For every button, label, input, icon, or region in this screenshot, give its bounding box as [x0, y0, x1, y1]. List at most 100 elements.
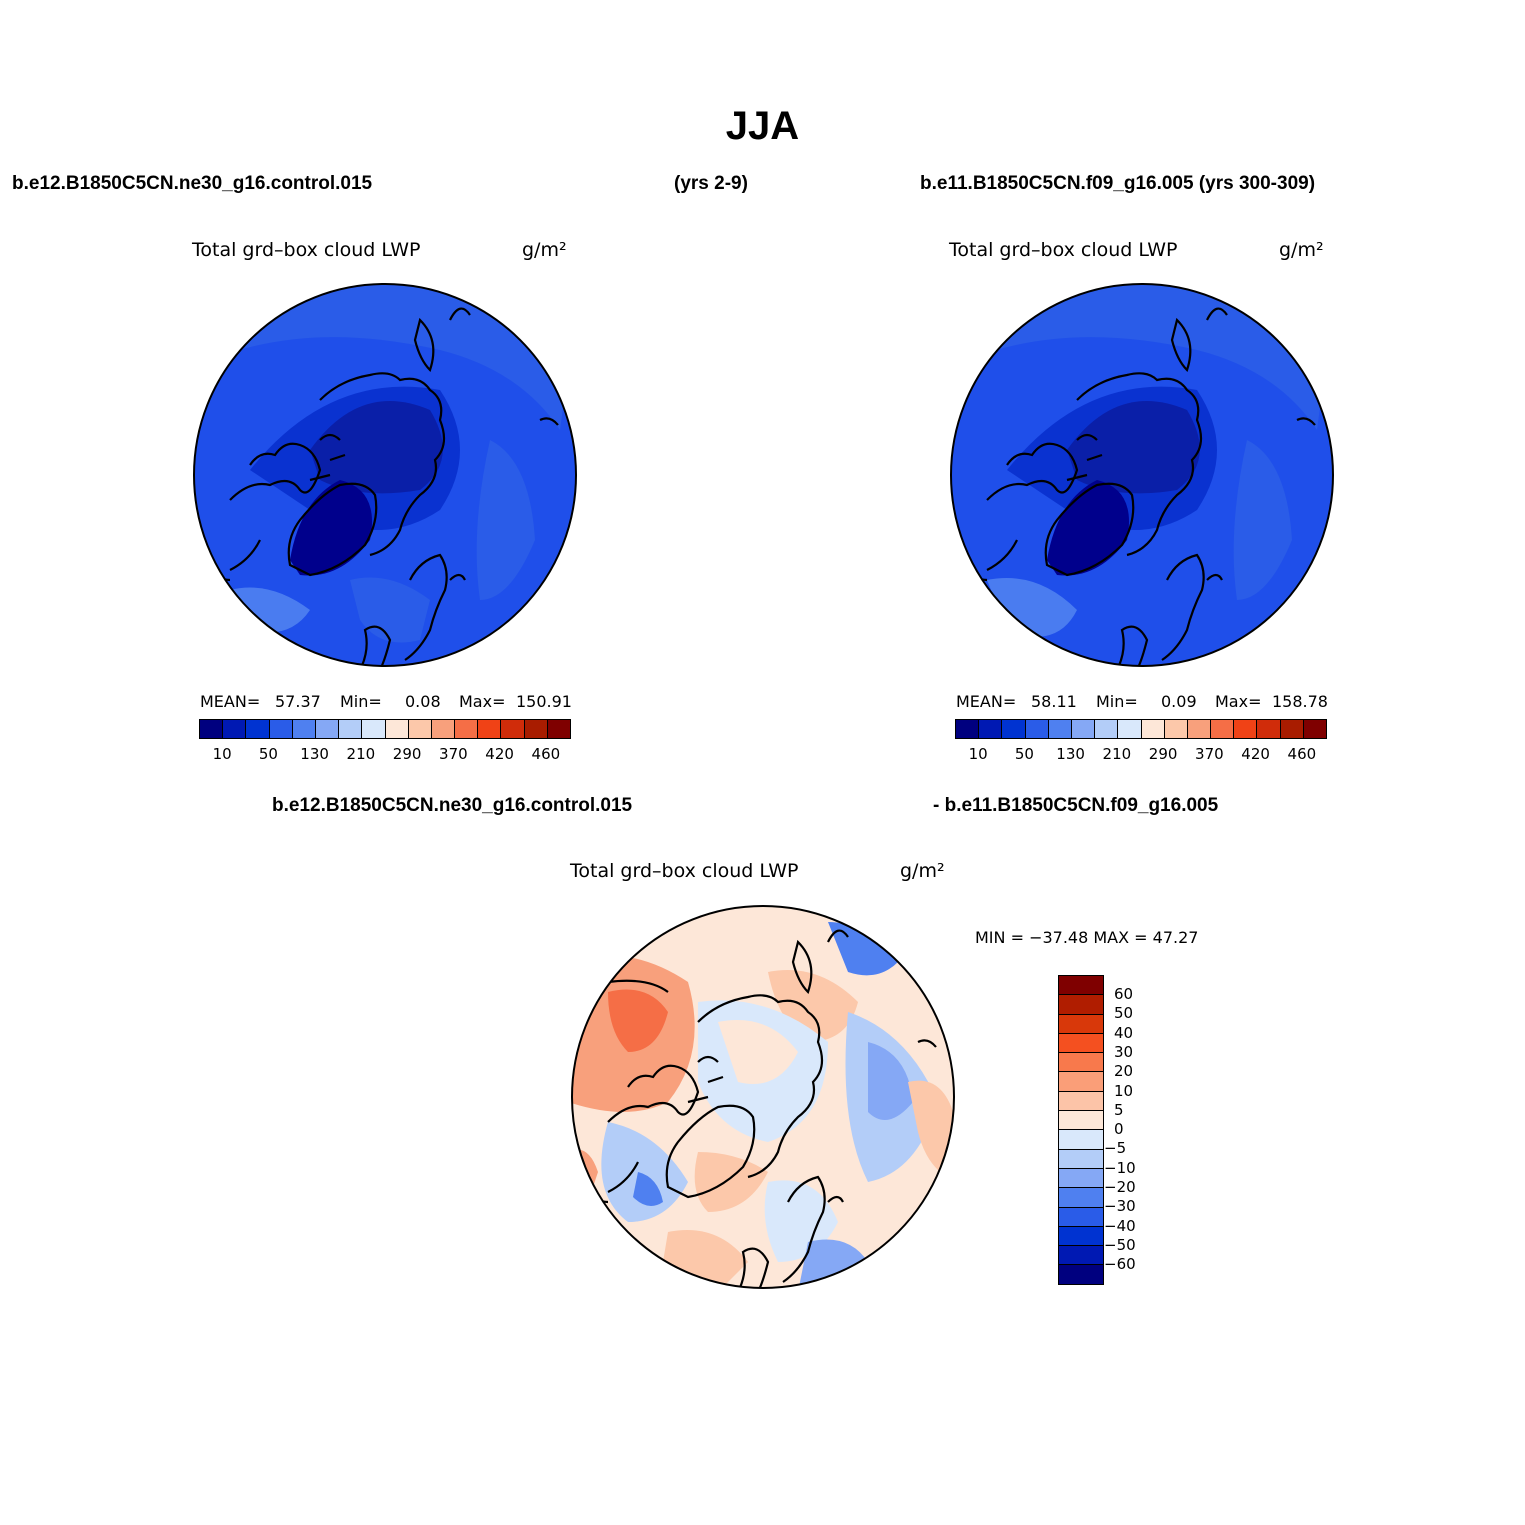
colorbar-swatch — [1141, 720, 1165, 738]
colorbar-swatch — [1025, 720, 1049, 738]
colorbar-swatch — [1187, 720, 1212, 738]
panel2-units-label: g/m² — [1279, 239, 1324, 261]
colorbar-swatch — [956, 720, 980, 738]
diff-case1-name: b.e12.B1850C5CN.ne30_g16.control.015 — [272, 795, 633, 816]
colorbar-tick-label: 130 — [1056, 745, 1085, 763]
colorbar-swatch — [1059, 1168, 1103, 1189]
diff-min-max-label: MIN = −37.48 MAX = 47.27 — [975, 928, 1199, 947]
colorbar-swatch — [1234, 720, 1258, 738]
panel1-mean-label: MEAN= — [200, 692, 261, 711]
greenland-region — [1047, 480, 1129, 576]
colorbar-swatch — [339, 720, 363, 738]
colorbar-swatch — [1071, 720, 1096, 738]
colorbar-tick-label: 460 — [1287, 745, 1317, 763]
panel1-min-value: 0.08 — [405, 692, 441, 711]
colorbar-swatch — [1211, 720, 1235, 738]
map-boundary — [193, 283, 577, 667]
colorbar-tick-label: 5 — [1114, 1100, 1124, 1119]
colorbar-tick-label: 370 — [439, 745, 468, 763]
colorbar-tick-label: 50 — [258, 745, 278, 763]
colorbar-swatch — [478, 720, 502, 738]
diff-variable-label: Total grd–box cloud LWP — [570, 860, 799, 882]
colorbar-swatch — [315, 720, 340, 738]
colorbar-tick-label: 210 — [1102, 745, 1132, 763]
colorbar-tick-label: 30 — [1114, 1042, 1134, 1061]
map-boundary — [950, 283, 1334, 667]
diff-colorbar — [1058, 975, 1104, 1285]
colorbar-swatch — [547, 720, 570, 738]
panel2-variable-label: Total grd–box cloud LWP — [949, 239, 1178, 261]
colorbar-swatch — [408, 720, 432, 738]
colorbar-swatch — [1048, 720, 1072, 738]
colorbar-swatch — [501, 720, 525, 738]
greenland-region — [290, 480, 372, 576]
diff-polar-map — [571, 905, 955, 1289]
colorbar-swatch — [431, 720, 456, 738]
panel2-min-label: Min= — [1096, 692, 1138, 711]
colorbar-tick-label: 130 — [300, 745, 329, 763]
panel1-units-label: g/m² — [522, 239, 567, 261]
panel1-min-label: Min= — [340, 692, 382, 711]
colorbar-swatch — [1118, 720, 1142, 738]
colorbar-swatch — [1280, 720, 1304, 738]
colorbar-tick-label: 0 — [1114, 1120, 1124, 1139]
colorbar-tick-label: 370 — [1195, 745, 1224, 763]
panel1-mean-value: 57.37 — [275, 692, 321, 711]
colorbar-tick-label: 460 — [531, 745, 561, 763]
colorbar-tick-label: 20 — [1114, 1062, 1134, 1081]
colorbar-swatch — [1059, 1265, 1103, 1284]
colorbar-swatch — [1059, 1149, 1103, 1169]
colorbar-swatch — [246, 720, 270, 738]
colorbar-swatch — [200, 720, 224, 738]
colorbar-tick-label: 290 — [1148, 745, 1178, 763]
case1-years: (yrs 2-9) — [674, 173, 748, 194]
dark-blue-region — [310, 401, 443, 494]
case1-name: b.e12.B1850C5CN.ne30_g16.control.015 — [12, 173, 373, 194]
panel1-polar-map — [193, 283, 577, 667]
colorbar-swatch — [1257, 720, 1281, 738]
colorbar-tick-label: 60 — [1114, 985, 1134, 1003]
colorbar-swatch — [292, 720, 316, 738]
colorbar-swatch — [1095, 720, 1119, 738]
colorbar-tick-label: 420 — [1241, 745, 1270, 763]
colorbar-tick-label: 40 — [1114, 1023, 1134, 1042]
colorbar-swatch — [524, 720, 548, 738]
panel2-colorbar-ticks: 10 50 130 210 290 370 420 460 — [955, 745, 1327, 765]
colorbar-swatch — [1059, 1130, 1103, 1150]
coastlines — [209, 307, 559, 666]
colorbar-tick-label: 290 — [392, 745, 422, 763]
colorbar-tick-label: 210 — [346, 745, 376, 763]
diff-case2-name: - b.e11.B1850C5CN.f09_g16.005 — [933, 795, 1219, 816]
colorbar-tick-label: −50 — [1104, 1235, 1136, 1254]
colorbar-swatch — [1059, 1072, 1103, 1092]
colorbar-swatch — [1059, 976, 1103, 996]
colorbar-swatch — [1164, 720, 1188, 738]
panel1-max-label: Max= — [459, 692, 506, 711]
diff-units-label: g/m² — [900, 860, 945, 882]
coastlines — [966, 307, 1316, 666]
panel1-variable-label: Total grd–box cloud LWP — [192, 239, 421, 261]
panel2-mean-value: 58.11 — [1031, 692, 1077, 711]
colorbar-tick-label: −20 — [1104, 1178, 1136, 1196]
dark-blue-region — [1067, 401, 1200, 494]
colorbar-swatch — [455, 720, 479, 738]
colorbar-tick-label: −40 — [1104, 1216, 1136, 1235]
colorbar-swatch — [269, 720, 293, 738]
map-boundary — [571, 905, 955, 1289]
panel2-polar-map — [950, 283, 1334, 667]
colorbar-tick-label: −30 — [1104, 1197, 1136, 1216]
colorbar-swatch — [1059, 1033, 1103, 1054]
case2-name: b.e11.B1850C5CN.f09_g16.005 (yrs 300-309… — [920, 173, 1316, 194]
figure-title: JJA — [725, 104, 800, 148]
panel1-colorbar-ticks: 10 50 130 210 290 370 420 460 — [199, 745, 571, 765]
colorbar-swatch — [1059, 1091, 1103, 1112]
colorbar-tick-label: 10 — [1114, 1081, 1134, 1100]
colorbar-swatch — [1059, 1226, 1103, 1247]
colorbar-swatch — [1059, 1207, 1103, 1227]
colorbar-tick-label: 50 — [1114, 1004, 1134, 1023]
colorbar-swatch — [1059, 1188, 1103, 1208]
colorbar-tick-label: −10 — [1104, 1158, 1136, 1177]
panel2-min-value: 0.09 — [1161, 692, 1197, 711]
colorbar-tick-label: 420 — [485, 745, 514, 763]
colorbar-swatch — [385, 720, 409, 738]
